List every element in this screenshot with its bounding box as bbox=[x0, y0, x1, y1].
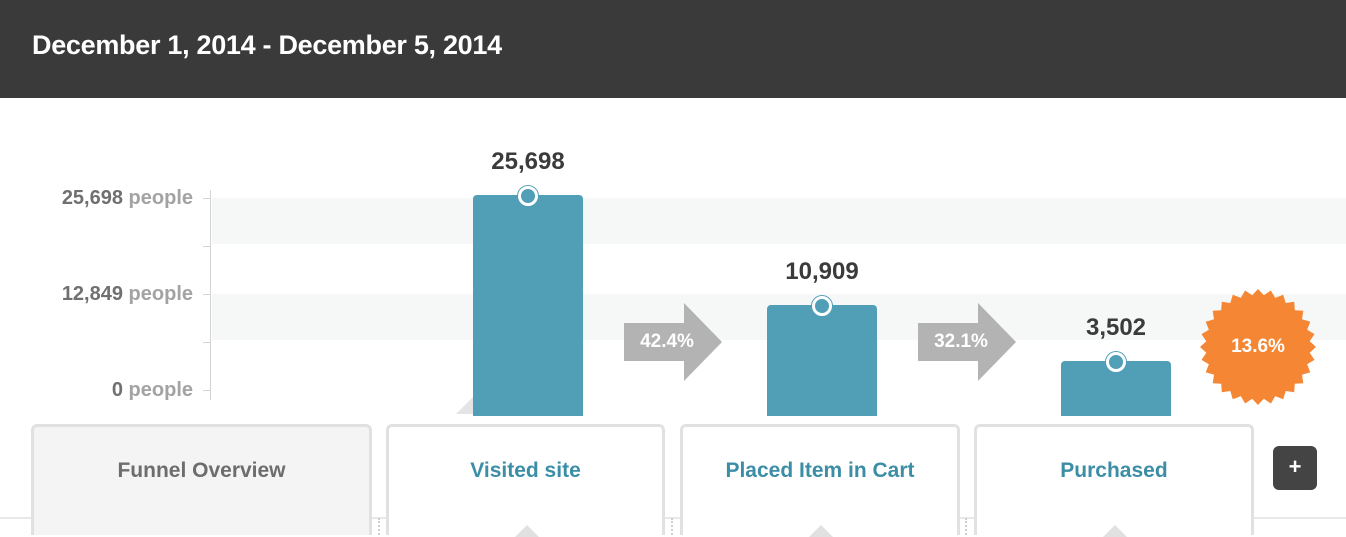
tab-pointer bbox=[1103, 525, 1127, 537]
bar-value-label: 3,502 bbox=[1085, 313, 1147, 341]
bar-shadow bbox=[456, 396, 474, 414]
bar-visited-site bbox=[473, 195, 583, 416]
y-tick bbox=[203, 342, 211, 343]
bar-placed-item-in-cart bbox=[767, 305, 877, 416]
y-tick bbox=[203, 390, 211, 391]
header-bar: December 1, 2014 - December 5, 2014 bbox=[0, 0, 1346, 98]
y-tick-unit: people bbox=[128, 283, 193, 305]
y-tick-number: 12,849 bbox=[61, 283, 123, 305]
tab-divider bbox=[965, 518, 967, 535]
date-range-title: December 1, 2014 - December 5, 2014 bbox=[32, 30, 502, 60]
tab-pointer bbox=[809, 525, 833, 537]
y-tick bbox=[203, 294, 211, 295]
tab-pointer bbox=[515, 525, 539, 537]
y-tick-label: 0 people bbox=[112, 380, 193, 400]
y-tick-number: 0 bbox=[111, 379, 123, 401]
y-tick-unit: people bbox=[128, 379, 193, 401]
y-tick-label: 12,849 people bbox=[62, 284, 193, 304]
overall-conversion-badge: 13.6% bbox=[1199, 288, 1317, 406]
conversion-arrow: 42.4% bbox=[624, 303, 724, 381]
bar-point-marker bbox=[1106, 351, 1126, 372]
bar-value-label: 25,698 bbox=[491, 148, 565, 175]
bar-point-marker bbox=[518, 186, 538, 206]
y-tick-unit: people bbox=[128, 187, 193, 209]
tab-divider bbox=[378, 518, 380, 535]
funnel-chart: 25,698 people 12,849 people 0 people 25,… bbox=[0, 98, 1346, 418]
tab-funnel-overview[interactable]: Funnel Overview bbox=[31, 424, 372, 535]
bar-point-marker bbox=[812, 296, 832, 317]
tab-label: Purchased bbox=[1060, 459, 1168, 482]
tabs-baseline bbox=[0, 517, 1346, 519]
tab-purchased[interactable]: Purchased bbox=[974, 424, 1254, 537]
y-tick-number: 25,698 bbox=[61, 187, 123, 209]
conversion-arrow: 32.1% bbox=[918, 303, 1018, 381]
grid-band bbox=[212, 198, 1346, 244]
tab-placed-item-in-cart[interactable]: Placed Item in Cart bbox=[680, 424, 960, 537]
y-tick-label: 25,698 people bbox=[62, 188, 193, 208]
overall-conversion-label: 13.6% bbox=[1231, 336, 1285, 357]
bar-value-label: 10,909 bbox=[785, 258, 859, 286]
add-step-button[interactable]: + bbox=[1273, 446, 1317, 490]
tab-label: Visited site bbox=[470, 459, 581, 482]
tab-visited-site[interactable]: Visited site bbox=[386, 424, 665, 537]
conversion-rate-label: 32.1% bbox=[934, 331, 988, 352]
y-tick bbox=[203, 198, 211, 199]
y-tick bbox=[203, 246, 211, 247]
tab-label: Placed Item in Cart bbox=[725, 459, 915, 482]
y-axis bbox=[210, 190, 211, 400]
conversion-rate-label: 42.4% bbox=[640, 331, 694, 352]
tab-label: Funnel Overview bbox=[117, 459, 286, 482]
tab-divider bbox=[671, 518, 673, 535]
